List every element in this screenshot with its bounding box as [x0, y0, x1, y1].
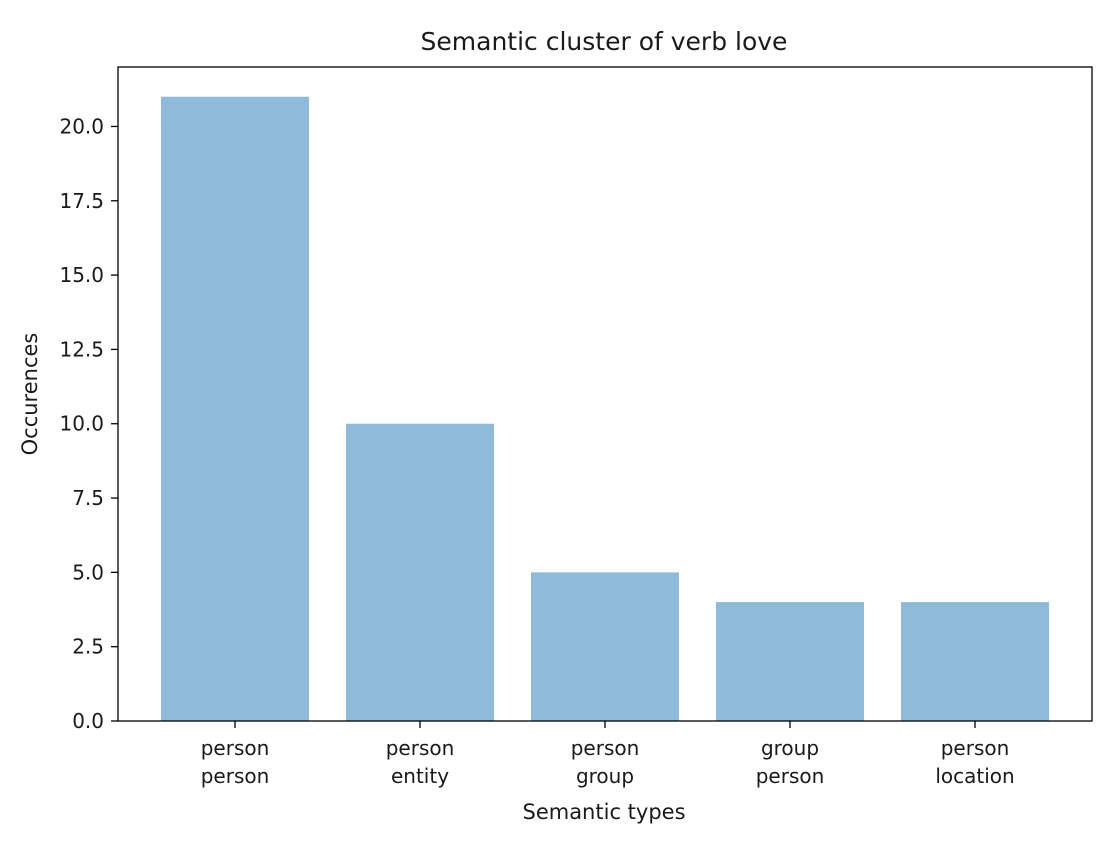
- x-tick-label: person: [386, 736, 455, 760]
- bar: [161, 96, 309, 721]
- y-tick-label: 5.0: [72, 560, 104, 584]
- x-axis: person person person entity person group group…: [201, 721, 1015, 788]
- x-tick-label: person: [941, 736, 1010, 760]
- x-axis-label: Semantic types: [522, 800, 685, 824]
- plot-frame: [117, 66, 1093, 722]
- x-tick-label: person: [201, 764, 270, 788]
- y-tick-label: 2.5: [72, 635, 104, 659]
- x-tick-label: person: [756, 764, 825, 788]
- y-tick-label: 15.0: [59, 263, 104, 287]
- y-axis-label: Occurences: [18, 333, 42, 456]
- x-tick-label: group: [576, 764, 634, 788]
- x-tick-label: person: [201, 736, 270, 760]
- x-tick-label: entity: [391, 764, 449, 788]
- x-tick-label: location: [935, 764, 1014, 788]
- x-tick-label: person: [571, 736, 640, 760]
- y-tick-label: 20.0: [59, 114, 104, 138]
- y-tick-label: 10.0: [59, 412, 104, 436]
- y-tick-label: 12.5: [59, 337, 104, 361]
- y-tick-label: 0.0: [72, 709, 104, 733]
- x-tick-label: group: [761, 736, 819, 760]
- bar: [531, 572, 679, 721]
- chart-title: Semantic cluster of verb love: [421, 27, 788, 56]
- y-tick-label: 17.5: [59, 189, 104, 213]
- bar: [716, 602, 864, 721]
- y-axis: 0.0 2.5 5.0 7.5 10.0 12.5 15.0 17.5 20.0: [59, 114, 118, 733]
- bar: [346, 423, 494, 721]
- bar: [901, 602, 1049, 721]
- bars-group: [161, 96, 1049, 721]
- y-tick-label: 7.5: [72, 486, 104, 510]
